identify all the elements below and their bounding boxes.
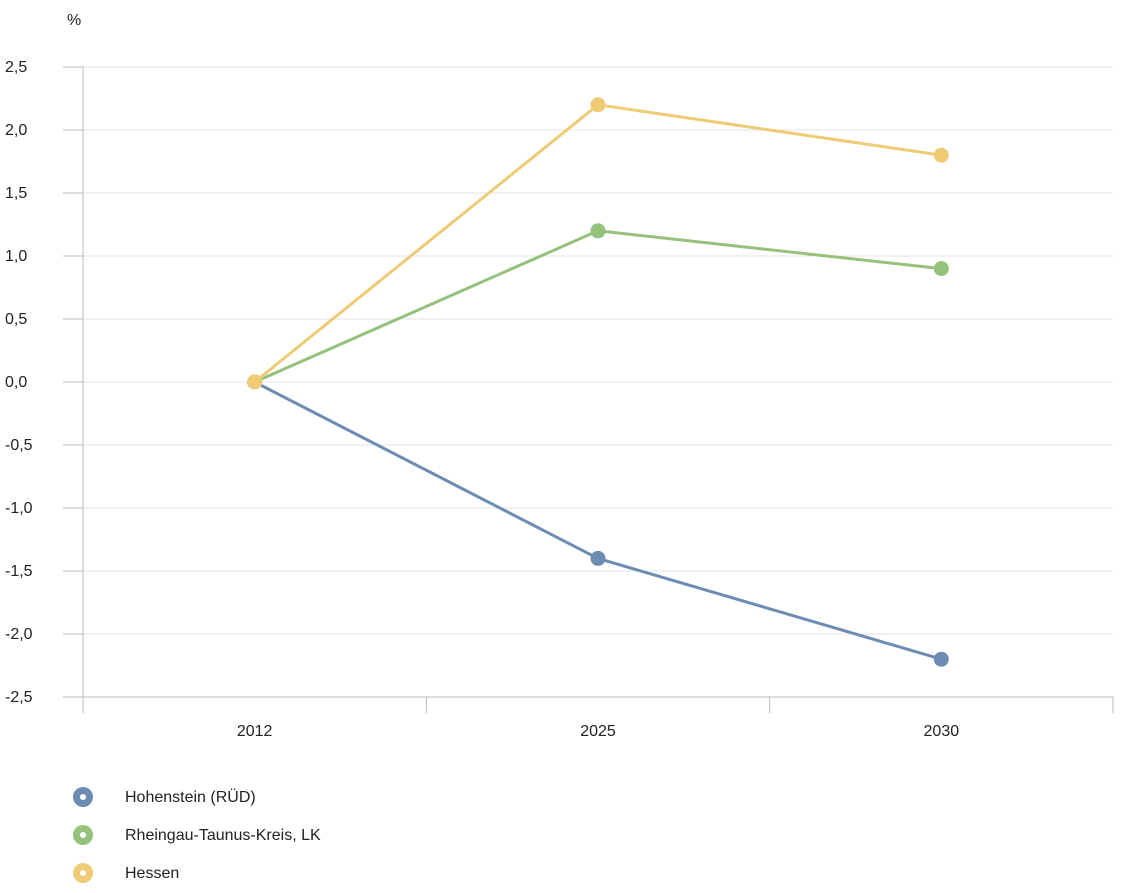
legend-label: Hohenstein (RÜD) [125, 788, 256, 806]
series-line [253, 103, 942, 384]
data-point[interactable] [933, 261, 949, 277]
legend-item[interactable]: Hessen [73, 863, 179, 883]
y-tick-label: -0,5 [5, 437, 33, 454]
y-tick-label: 1,5 [5, 185, 27, 202]
y-tick-label: -2,0 [5, 626, 33, 643]
data-point[interactable] [247, 374, 263, 390]
legend-marker-dot-icon [80, 832, 86, 838]
series-line [254, 229, 942, 384]
data-point[interactable] [590, 550, 606, 566]
data-point[interactable] [933, 651, 949, 667]
series-group [247, 374, 949, 667]
y-tick-labels: 2,5 2,0 1,5 1,0 0,5 0,0 -0,5 -1,0 -1,5 -2,0 -2,5 [5, 59, 33, 706]
y-tick-label: -1,5 [5, 563, 33, 580]
series-group [247, 223, 949, 390]
legend-marker-dot-icon [80, 870, 86, 876]
y-tick-label: 1,0 [5, 248, 27, 265]
data-point[interactable] [590, 223, 606, 239]
y-unit-label: % [67, 12, 81, 29]
y-tick-label: 0,5 [5, 311, 27, 328]
grid [83, 66, 1113, 698]
y-tick-label: -2,5 [5, 689, 33, 706]
series-group [247, 97, 949, 390]
data-point[interactable] [933, 147, 949, 163]
data-point[interactable] [590, 97, 606, 113]
legend: Hohenstein (RÜD) Rheingau-Taunus-Kreis, L… [73, 787, 321, 883]
legend-label: Hessen [125, 865, 179, 882]
y-tick-label: 0,0 [5, 374, 27, 391]
x-tick-label: 2025 [580, 723, 616, 740]
y-tick-label: -1,0 [5, 500, 33, 517]
legend-label: Rheingau-Taunus-Kreis, LK [125, 827, 321, 844]
series [247, 97, 949, 667]
axes [63, 66, 1114, 713]
y-tick-label: 2,5 [5, 59, 27, 76]
legend-marker-dot-icon [80, 794, 86, 800]
x-tick-labels: 2012 2025 2030 [237, 723, 959, 740]
legend-item[interactable]: Rheingau-Taunus-Kreis, LK [73, 825, 321, 845]
legend-item[interactable]: Hohenstein (RÜD) [73, 787, 256, 807]
series-line [253, 380, 942, 661]
x-tick-label: 2030 [924, 723, 960, 740]
x-tick-label: 2012 [237, 723, 273, 740]
y-tick-label: 2,0 [5, 122, 27, 139]
